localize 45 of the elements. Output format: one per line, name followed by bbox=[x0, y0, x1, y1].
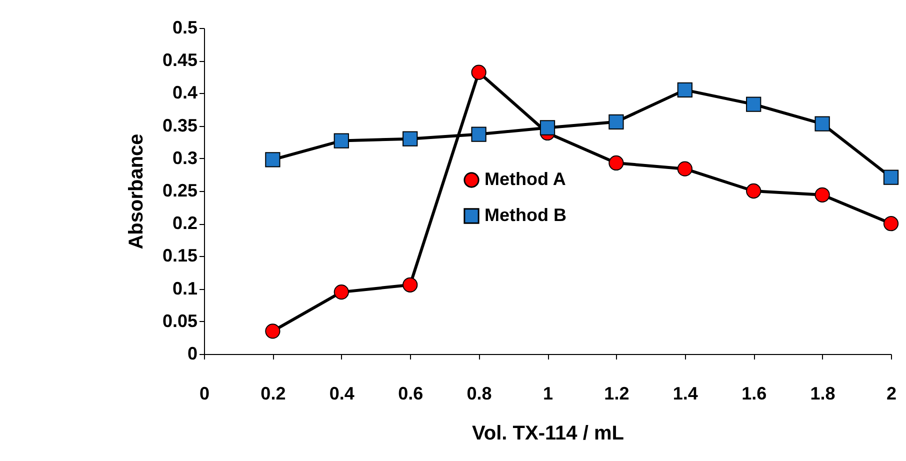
point bbox=[746, 96, 762, 112]
y-tick-label: 0.15 bbox=[162, 246, 198, 266]
point bbox=[265, 324, 280, 339]
y-tick-label: 0.35 bbox=[162, 115, 198, 136]
point bbox=[265, 152, 280, 168]
x-tick-label: 2 bbox=[886, 384, 897, 404]
point bbox=[402, 131, 418, 146]
point bbox=[608, 114, 624, 130]
point bbox=[540, 120, 556, 136]
x-axis-title: Vol. TX-114 / mL bbox=[472, 422, 624, 444]
point bbox=[334, 284, 349, 300]
y-tick-label: 0 bbox=[187, 344, 198, 364]
point bbox=[471, 126, 486, 142]
point bbox=[883, 216, 899, 232]
y-tick-label: 0.05 bbox=[162, 310, 198, 331]
point bbox=[677, 82, 692, 98]
x-tick-label: 1.2 bbox=[604, 384, 630, 404]
x-tick-label: 0.8 bbox=[466, 384, 492, 404]
point bbox=[608, 155, 624, 171]
x-tick-label: 1.4 bbox=[672, 384, 698, 404]
point bbox=[677, 161, 692, 176]
y-tick-label: 0.1 bbox=[172, 278, 198, 298]
x-tick-label: 0.2 bbox=[260, 384, 286, 404]
y-tick-label: 0.25 bbox=[162, 180, 198, 200]
y-axis-title: Absorbance bbox=[125, 134, 148, 250]
point bbox=[814, 116, 830, 132]
point bbox=[746, 183, 762, 199]
y-tick-label: 0.4 bbox=[172, 82, 198, 103]
x-tick-label: 0.6 bbox=[398, 384, 424, 404]
x-tick-label: 1 bbox=[542, 384, 554, 404]
point bbox=[402, 277, 418, 292]
point bbox=[334, 133, 349, 148]
y-tick-label: 0.5 bbox=[172, 18, 198, 38]
point bbox=[471, 64, 486, 80]
legend-label: Method B bbox=[484, 205, 566, 225]
legend-label: Method A bbox=[484, 169, 566, 189]
x-tick-label: 0.4 bbox=[329, 384, 354, 404]
x-tick-label: 1.8 bbox=[810, 384, 836, 404]
x-tick-label: 1.6 bbox=[742, 384, 767, 404]
y-tick-label: 0.2 bbox=[172, 213, 198, 234]
x-tick-label: 0 bbox=[199, 384, 210, 404]
point bbox=[814, 187, 830, 202]
y-tick-label: 0.45 bbox=[162, 50, 198, 70]
y-tick-label: 0.3 bbox=[172, 148, 198, 168]
point bbox=[883, 170, 899, 185]
